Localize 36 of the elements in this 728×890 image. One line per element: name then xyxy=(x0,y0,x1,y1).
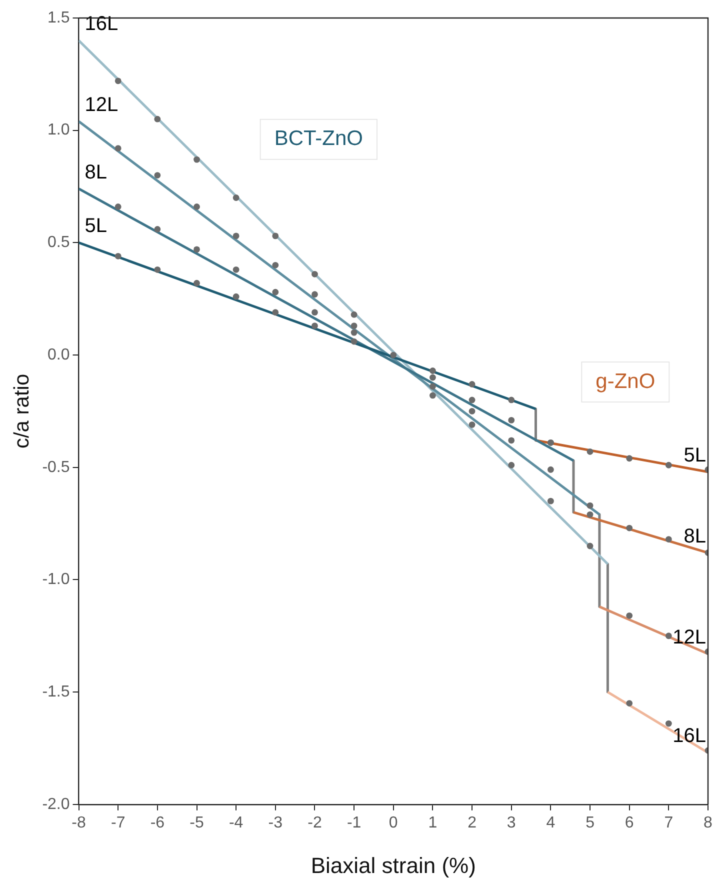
series-label: 12L xyxy=(672,626,706,648)
series-label: 5L xyxy=(684,444,706,466)
x-axis-title: Biaxial strain (%) xyxy=(310,852,476,878)
y-tick-label: 0.5 xyxy=(48,234,70,252)
x-tick-label: 5 xyxy=(586,814,595,832)
x-tick-label: -4 xyxy=(228,814,244,832)
y-tick-label: 1.5 xyxy=(48,9,70,26)
x-tick-label: 0 xyxy=(388,814,398,832)
series-label: 12L xyxy=(84,94,118,116)
x-tick-label: 2 xyxy=(468,814,477,832)
series-label: 5L xyxy=(84,215,108,238)
series-label: 8L xyxy=(84,161,108,184)
annotation: BCT-ZnO xyxy=(274,127,364,150)
y-tick-label: -1.0 xyxy=(42,571,70,588)
x-tick-label: -6 xyxy=(150,814,165,832)
y-tick-label: 0.0 xyxy=(48,346,70,364)
annotation: g-ZnO xyxy=(596,370,656,393)
x-tick-label: 8 xyxy=(704,814,713,832)
y-tick-label: -0.5 xyxy=(42,458,70,476)
y-axis-title: c/a ratio xyxy=(10,374,34,449)
x-tick-label: 4 xyxy=(546,814,556,832)
x-tick-label: -5 xyxy=(190,814,204,832)
x-tick-label: -7 xyxy=(110,814,126,832)
x-tick-label: -1 xyxy=(346,814,362,832)
y-tick-label: -1.5 xyxy=(42,683,70,700)
x-tick-label: 3 xyxy=(506,814,516,832)
series-label: 16L xyxy=(672,725,706,748)
y-tick-label: -2.0 xyxy=(42,796,70,813)
x-tick-label: 6 xyxy=(624,814,634,832)
x-tick-label: -2 xyxy=(308,814,322,832)
series-label: 8L xyxy=(684,525,706,548)
x-tick-label: 7 xyxy=(664,814,674,832)
x-tick-label: 1 xyxy=(428,814,438,832)
x-tick-label: -3 xyxy=(268,814,283,832)
y-tick-label: 1.0 xyxy=(48,122,70,139)
x-tick-label: -8 xyxy=(72,814,86,832)
